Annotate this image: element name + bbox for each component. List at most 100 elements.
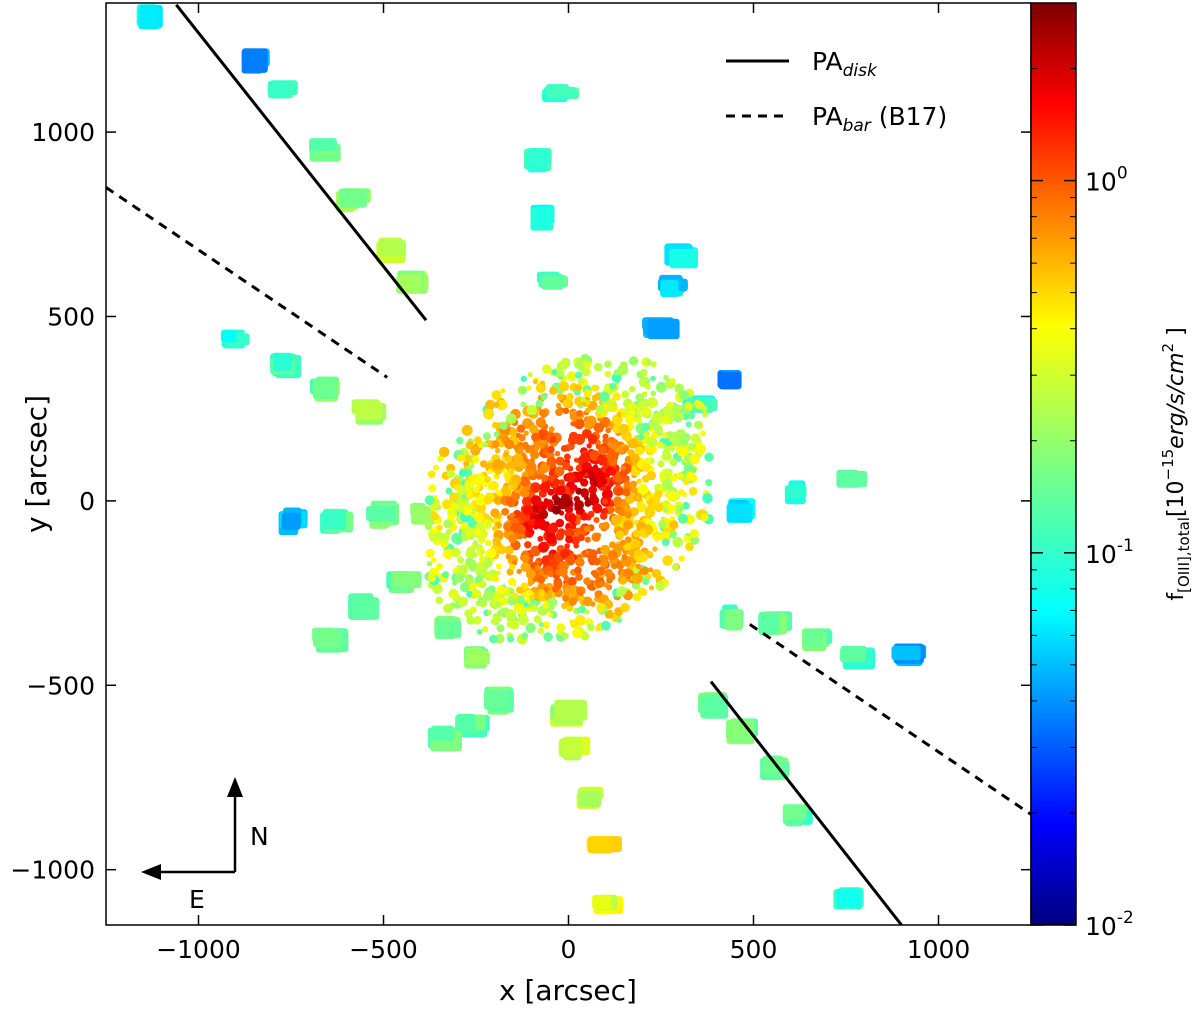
flux-point: [613, 369, 620, 376]
flux-point: [496, 585, 506, 595]
flux-point: [521, 554, 530, 563]
flux-point: [521, 591, 528, 598]
y-axis-label: y [arcsec]: [20, 395, 53, 533]
flux-point: [636, 502, 647, 513]
flux-point: [592, 571, 600, 579]
flux-point: [532, 586, 539, 593]
flux-point: [516, 424, 526, 433]
flux-point: [478, 555, 486, 563]
flux-point: [683, 478, 690, 486]
flux-point: [477, 532, 486, 541]
flux-point: [457, 596, 468, 607]
flux-point: [678, 555, 685, 562]
flux-point: [617, 509, 624, 516]
flux-point: [556, 393, 564, 401]
legend: PAdisk PAbar (B17): [726, 47, 947, 136]
flux-point: [527, 372, 533, 378]
flux-point: [437, 455, 444, 462]
pointing-tile: [660, 279, 679, 298]
flux-point: [652, 546, 658, 552]
flux-point: [620, 465, 626, 471]
flux-point: [601, 620, 611, 631]
flux-point: [445, 487, 453, 495]
flux-point: [515, 432, 522, 438]
flux-point: [527, 524, 533, 531]
pa-lines: [106, 3, 1031, 925]
flux-point: [520, 387, 527, 394]
x-tick-label: 1000: [907, 935, 971, 964]
flux-point: [473, 512, 484, 523]
flux-point: [584, 550, 590, 555]
legend-label-disk: PAdisk: [812, 47, 878, 81]
flux-point: [624, 536, 632, 544]
flux-point: [700, 513, 709, 522]
flux-point: [630, 487, 637, 494]
flux-point: [583, 577, 592, 586]
flux-point: [539, 482, 551, 493]
flux-point: [576, 363, 584, 371]
flux-point: [529, 594, 535, 601]
flux-point: [667, 490, 678, 502]
flux-point: [644, 383, 651, 390]
x-axis-label: x [arcsec]: [499, 974, 637, 1007]
flux-point: [612, 414, 623, 426]
flux-point: [562, 594, 570, 602]
flux-point: [445, 529, 452, 536]
flux-point: [639, 588, 648, 596]
compass: N E: [141, 777, 269, 914]
pointing-tile: [312, 379, 338, 399]
pointing-tile: [526, 151, 543, 167]
flux-point: [491, 390, 502, 400]
flux-point: [575, 573, 583, 581]
flux-point: [635, 417, 642, 424]
flux-point: [555, 456, 565, 466]
pointing-tile: [456, 713, 476, 734]
flux-point: [529, 424, 538, 434]
flux-point: [683, 535, 692, 543]
flux-point: [587, 434, 598, 444]
flux-point: [588, 473, 597, 481]
flux-point: [442, 499, 452, 510]
flux-point: [685, 421, 692, 428]
flux-point: [491, 575, 500, 583]
flux-point: [472, 540, 479, 547]
pointing-tile: [465, 651, 490, 665]
flux-point: [651, 400, 658, 407]
flux-point: [653, 535, 660, 542]
colorbar-tick-label: 100: [1085, 164, 1128, 197]
flux-point: [425, 548, 435, 558]
flux-point: [581, 462, 589, 470]
flux-point: [475, 475, 484, 483]
flux-point: [536, 575, 546, 584]
flux-point: [663, 452, 672, 462]
flux-point: [522, 441, 529, 448]
pointing-tile: [355, 401, 383, 421]
x-axis-ticks: −1000 −500 0 500 1000: [156, 3, 970, 964]
flux-point: [682, 501, 690, 510]
flux-point: [591, 384, 599, 392]
flux-point: [569, 584, 577, 591]
data-points: [136, 4, 927, 915]
flux-point: [468, 583, 477, 592]
flux-point: [507, 635, 515, 643]
flux-point: [646, 436, 658, 448]
flux-point: [564, 527, 575, 538]
compass-north-arrowhead: [227, 777, 243, 797]
flux-point: [581, 366, 591, 377]
flux-point: [525, 622, 536, 634]
colorbar-tick-label: 10-2: [1085, 908, 1134, 941]
flux-point: [603, 582, 609, 588]
flux-point: [526, 385, 532, 391]
flux-point: [518, 615, 529, 626]
pa-bar-line: [106, 186, 389, 379]
flux-point: [482, 626, 489, 633]
flux-point: [566, 371, 577, 382]
flux-point: [670, 475, 678, 482]
flux-point: [489, 634, 498, 644]
flux-point: [592, 503, 603, 514]
pointing-tile: [397, 274, 421, 294]
flux-point: [567, 435, 578, 445]
flux-point: [671, 431, 680, 439]
x-tick-label: 500: [730, 935, 778, 964]
flux-point: [624, 511, 633, 519]
